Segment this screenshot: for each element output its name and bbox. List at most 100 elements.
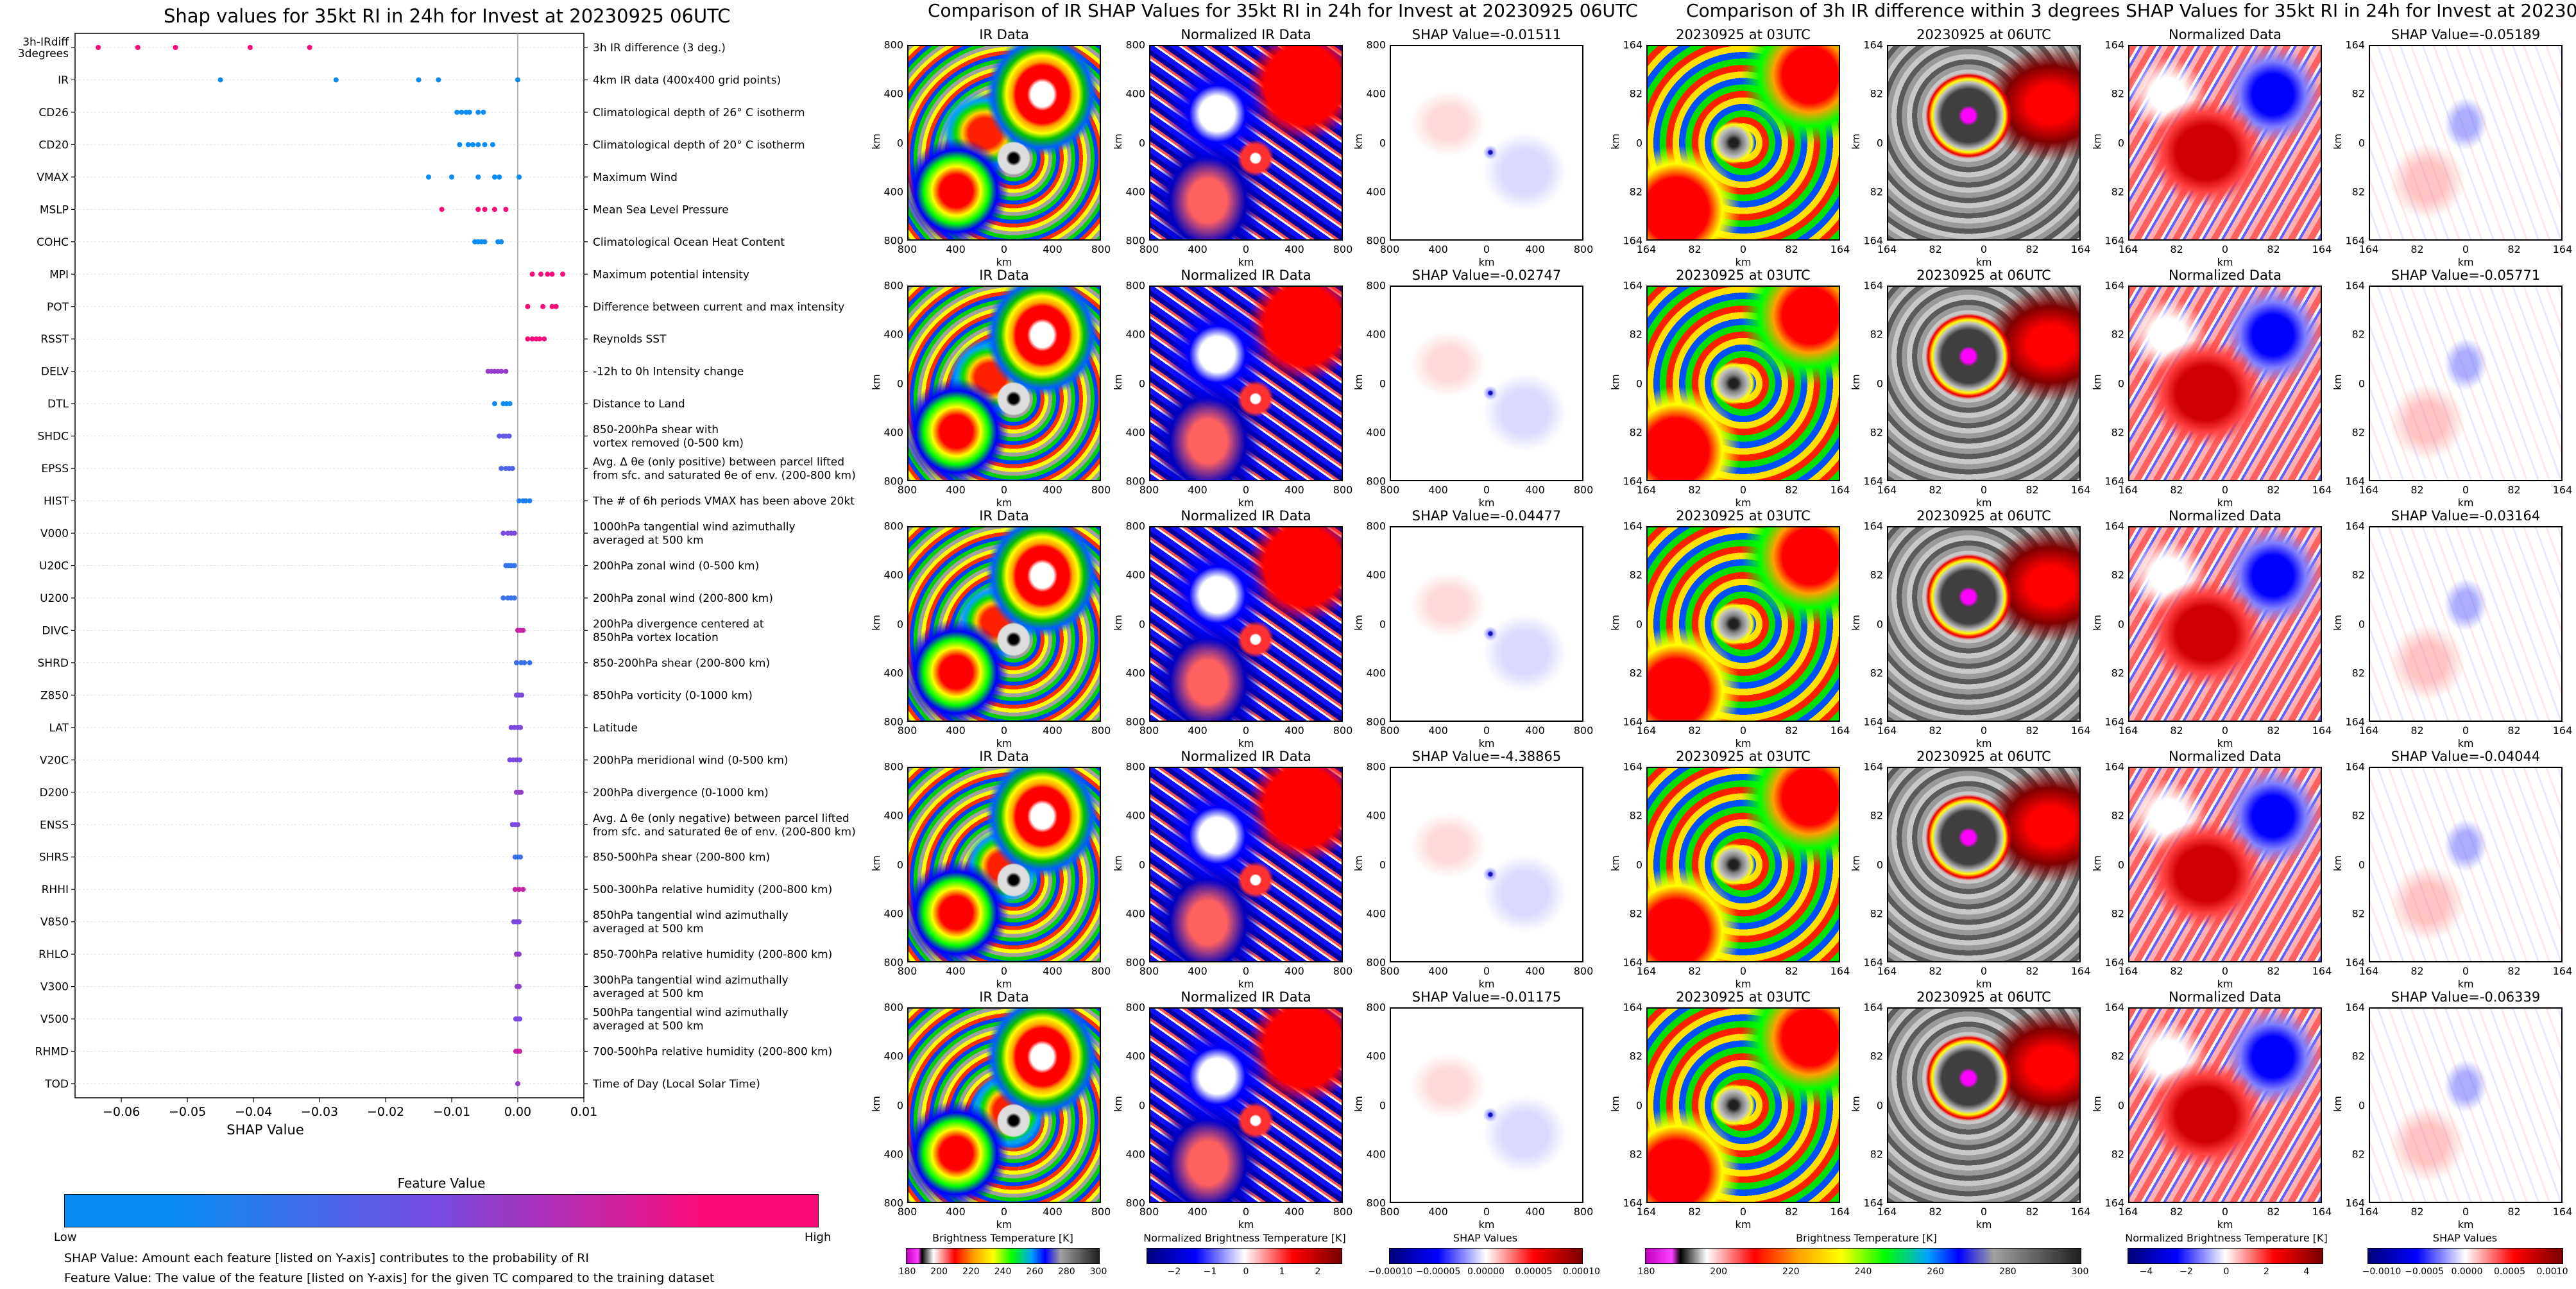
- y-tick-label: 82: [1629, 426, 1642, 439]
- shap-point: [465, 142, 471, 148]
- feature-label: CD20: [38, 139, 69, 151]
- x-tick-label: 164: [1830, 243, 1850, 255]
- image-panel: [1646, 767, 1840, 962]
- x-tick-label: 164: [2552, 965, 2573, 977]
- x-tick-label: 0: [2462, 965, 2469, 977]
- y-tick-label: 400: [1366, 185, 1386, 198]
- x-axis-label: km: [1735, 256, 1752, 268]
- y-tick-label: 164: [1623, 760, 1642, 773]
- y-axis-label: km: [1609, 373, 1621, 390]
- shap-point: [466, 109, 472, 115]
- y-axis-label: km: [2332, 614, 2344, 631]
- shap-point: [499, 239, 504, 244]
- panel-title: SHAP Value=-0.05771: [2391, 268, 2541, 283]
- shap-point: [529, 271, 535, 277]
- shap-point: [511, 563, 517, 568]
- panel-title: SHAP Value=-0.01175: [1412, 989, 1562, 1005]
- shap-summary-title: Shap values for 35kt RI in 24h for Inves…: [164, 5, 731, 27]
- y-tick-label: 164: [1623, 520, 1642, 533]
- shap-point: [520, 627, 526, 633]
- x-tick-label: 164: [2552, 484, 2573, 496]
- colorbar-tick-label: 180: [1637, 1267, 1655, 1277]
- x-axis-label: km: [1238, 256, 1254, 268]
- image-panel: [907, 767, 1101, 962]
- feature-description: 850hPa tangential wind azimuthally: [593, 909, 789, 922]
- y-tick-label: 164: [1863, 715, 1883, 728]
- panel-title: Normalized Data: [2169, 749, 2282, 764]
- x-tick-label: 400: [1428, 243, 1448, 255]
- y-tick-label: 400: [883, 907, 903, 920]
- image-panel: [2128, 767, 2322, 962]
- y-axis-label: km: [1112, 373, 1124, 390]
- feature-description: 700-500hPa relative humidity (200-800 km…: [593, 1046, 832, 1059]
- panel-title: 20230925 at 03UTC: [1676, 268, 1811, 283]
- diff-cbar-shap-label: SHAP Values: [2432, 1232, 2498, 1244]
- x-tick-label: 0: [1980, 1206, 1988, 1218]
- colorbar-tick-label: −2: [1167, 1267, 1181, 1277]
- image-panel: [907, 286, 1101, 481]
- image-panel: [1646, 45, 1840, 241]
- ir-cbar-shap: [1389, 1248, 1583, 1264]
- y-tick-label: 0: [1876, 1099, 1883, 1111]
- x-tick-label: 400: [1188, 484, 1207, 496]
- x-tick-label: 400: [1428, 965, 1448, 977]
- y-tick-label: 82: [1870, 1148, 1883, 1161]
- x-tick-label: 164: [1636, 965, 1657, 977]
- y-tick-label: 164: [2345, 1001, 2365, 1014]
- y-tick-label: 164: [2345, 956, 2365, 969]
- y-tick-label: 800: [1366, 38, 1386, 51]
- y-tick-label: 800: [1366, 956, 1386, 969]
- x-tick-label: 164: [2070, 243, 2091, 255]
- shap-point: [516, 498, 522, 504]
- x-tick-label: 800: [1091, 484, 1111, 496]
- y-tick-label: 82: [1870, 667, 1883, 679]
- shap-point: [515, 822, 521, 828]
- colorbar-tick-label: 260: [1927, 1267, 1945, 1277]
- shap-point: [516, 919, 522, 925]
- x-tick-label: 800: [1333, 724, 1353, 737]
- colorbar-tick-label: 0.00010: [1563, 1267, 1600, 1277]
- x-tick-label: 164: [1636, 484, 1657, 496]
- x-tick-label: 400: [946, 1206, 966, 1218]
- x-tick-label: 82: [2026, 243, 2039, 255]
- y-tick-label: 0: [1876, 618, 1883, 630]
- feature-description: Difference between current and max inten…: [593, 301, 844, 314]
- y-axis-label: km: [1352, 1095, 1365, 1112]
- y-tick-label: 0: [1138, 1099, 1145, 1111]
- shap-point: [247, 45, 253, 50]
- panel-title: 20230925 at 03UTC: [1676, 27, 1811, 42]
- feature-description: from sfc. and saturated θe of env. (200-…: [593, 826, 856, 839]
- panel-title: 20230925 at 03UTC: [1676, 508, 1811, 524]
- y-tick-label: 800: [883, 1197, 903, 1209]
- x-tick-label: 0: [1242, 243, 1250, 255]
- y-tick-label: 82: [2351, 907, 2365, 920]
- y-tick-label: 82: [1870, 328, 1883, 341]
- feature-description: 200hPa zonal wind (200-800 km): [593, 592, 773, 605]
- diff-cbar-shap: [2367, 1248, 2563, 1264]
- feature-label: RHMD: [35, 1046, 69, 1059]
- x-tick-label: 164: [2070, 1206, 2091, 1218]
- shap-point: [490, 142, 495, 148]
- shap-point: [491, 174, 497, 180]
- y-tick-label: 400: [1366, 809, 1386, 822]
- feature-description: Time of Day (Local Solar Time): [592, 1078, 760, 1091]
- image-panel: [907, 1007, 1101, 1203]
- y-tick-label: 82: [1870, 568, 1883, 581]
- colorbar-tick-label: 300: [2071, 1267, 2089, 1277]
- panel-title: 20230925 at 06UTC: [1916, 749, 2051, 764]
- y-tick-label: 800: [1125, 760, 1145, 773]
- y-tick-label: 82: [2111, 907, 2124, 920]
- x-tick-label: 0: [1242, 1206, 1250, 1218]
- y-tick-label: 164: [1863, 760, 1883, 773]
- x-tick-label: 400: [1284, 1206, 1304, 1218]
- diff-cbar-bt-label: Brightness Temperature [K]: [1796, 1232, 1937, 1244]
- colorbar-tick-label: 0.00005: [1515, 1267, 1553, 1277]
- y-tick-label: 400: [883, 568, 903, 581]
- shap-point: [515, 1081, 521, 1086]
- y-axis-label: km: [1850, 614, 1862, 631]
- shap-summary-plot: −0.06 −0.05 −0.04 −0.03 −0.02 −0.01 0.00 0.01 SH…: [18, 33, 856, 1138]
- panel-title: SHAP Value=-0.01511: [1412, 27, 1562, 42]
- x-tick-label: 82: [2170, 484, 2183, 496]
- y-tick-label: 0: [1876, 377, 1883, 389]
- shap-point: [527, 498, 533, 504]
